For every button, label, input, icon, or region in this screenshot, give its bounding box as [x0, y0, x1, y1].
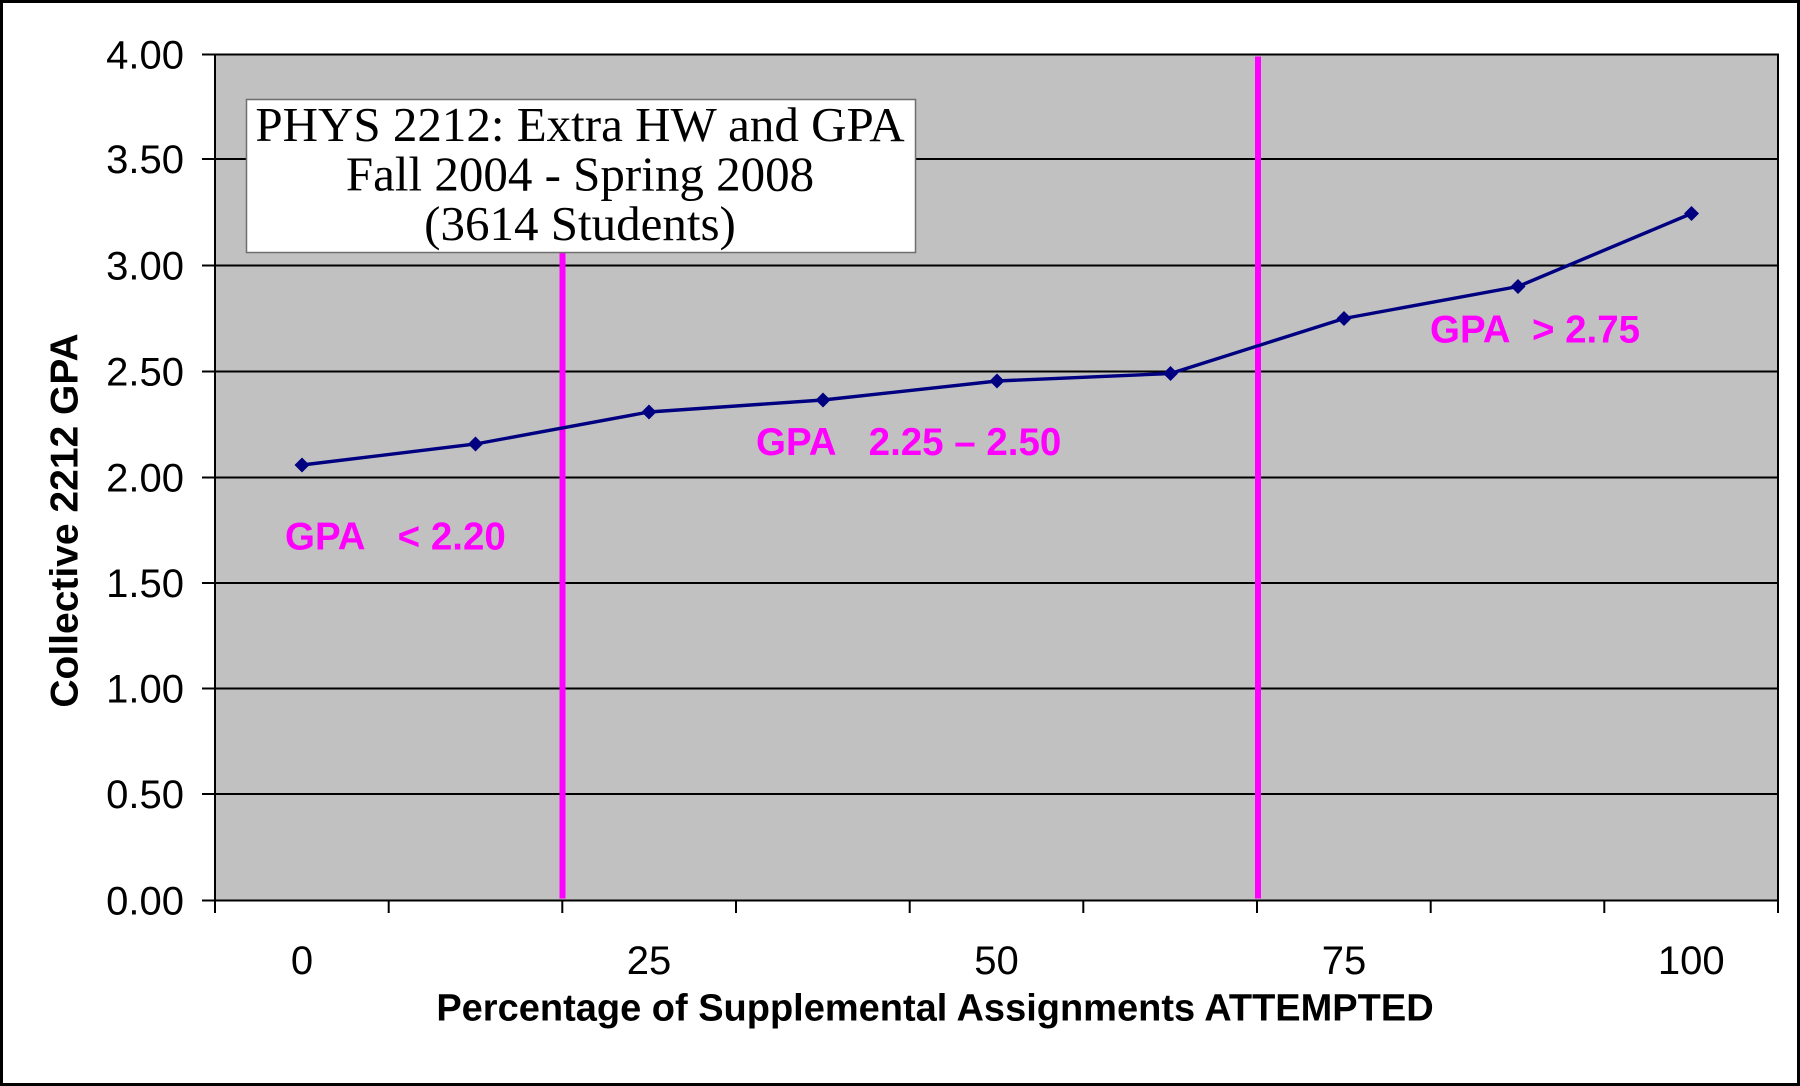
- svg-text:2.50: 2.50: [106, 350, 184, 394]
- svg-text:1.00: 1.00: [106, 667, 184, 711]
- svg-text:75: 75: [1322, 939, 1367, 983]
- svg-text:100: 100: [1658, 939, 1725, 983]
- svg-text:GPA > 2.75: GPA > 2.75: [1430, 309, 1640, 352]
- svg-text:4.00: 4.00: [106, 33, 184, 77]
- svg-text:3.00: 3.00: [106, 244, 184, 288]
- svg-text:Collective 2212 GPA: Collective 2212 GPA: [44, 333, 87, 707]
- svg-text:1.50: 1.50: [106, 562, 184, 606]
- svg-text:Fall 2004 - Spring 2008: Fall 2004 - Spring 2008: [346, 147, 814, 202]
- svg-text:2.00: 2.00: [106, 456, 184, 500]
- svg-text:0.00: 0.00: [106, 879, 184, 923]
- svg-text:3.50: 3.50: [106, 138, 184, 182]
- svg-text:(3614 Students): (3614 Students): [424, 196, 736, 251]
- svg-text:Percentage of Supplemental Ass: Percentage of Supplemental Assignments A…: [436, 987, 1433, 1029]
- svg-text:50: 50: [974, 939, 1019, 983]
- svg-text:0.50: 0.50: [106, 773, 184, 817]
- svg-text:GPA 2.25 – 2.50: GPA 2.25 – 2.50: [756, 421, 1061, 464]
- svg-text:GPA < 2.20: GPA < 2.20: [285, 516, 506, 559]
- svg-text:25: 25: [627, 939, 672, 983]
- svg-text:PHYS 2212: Extra HW and GPA: PHYS 2212: Extra HW and GPA: [255, 97, 905, 152]
- svg-text:0: 0: [291, 939, 313, 983]
